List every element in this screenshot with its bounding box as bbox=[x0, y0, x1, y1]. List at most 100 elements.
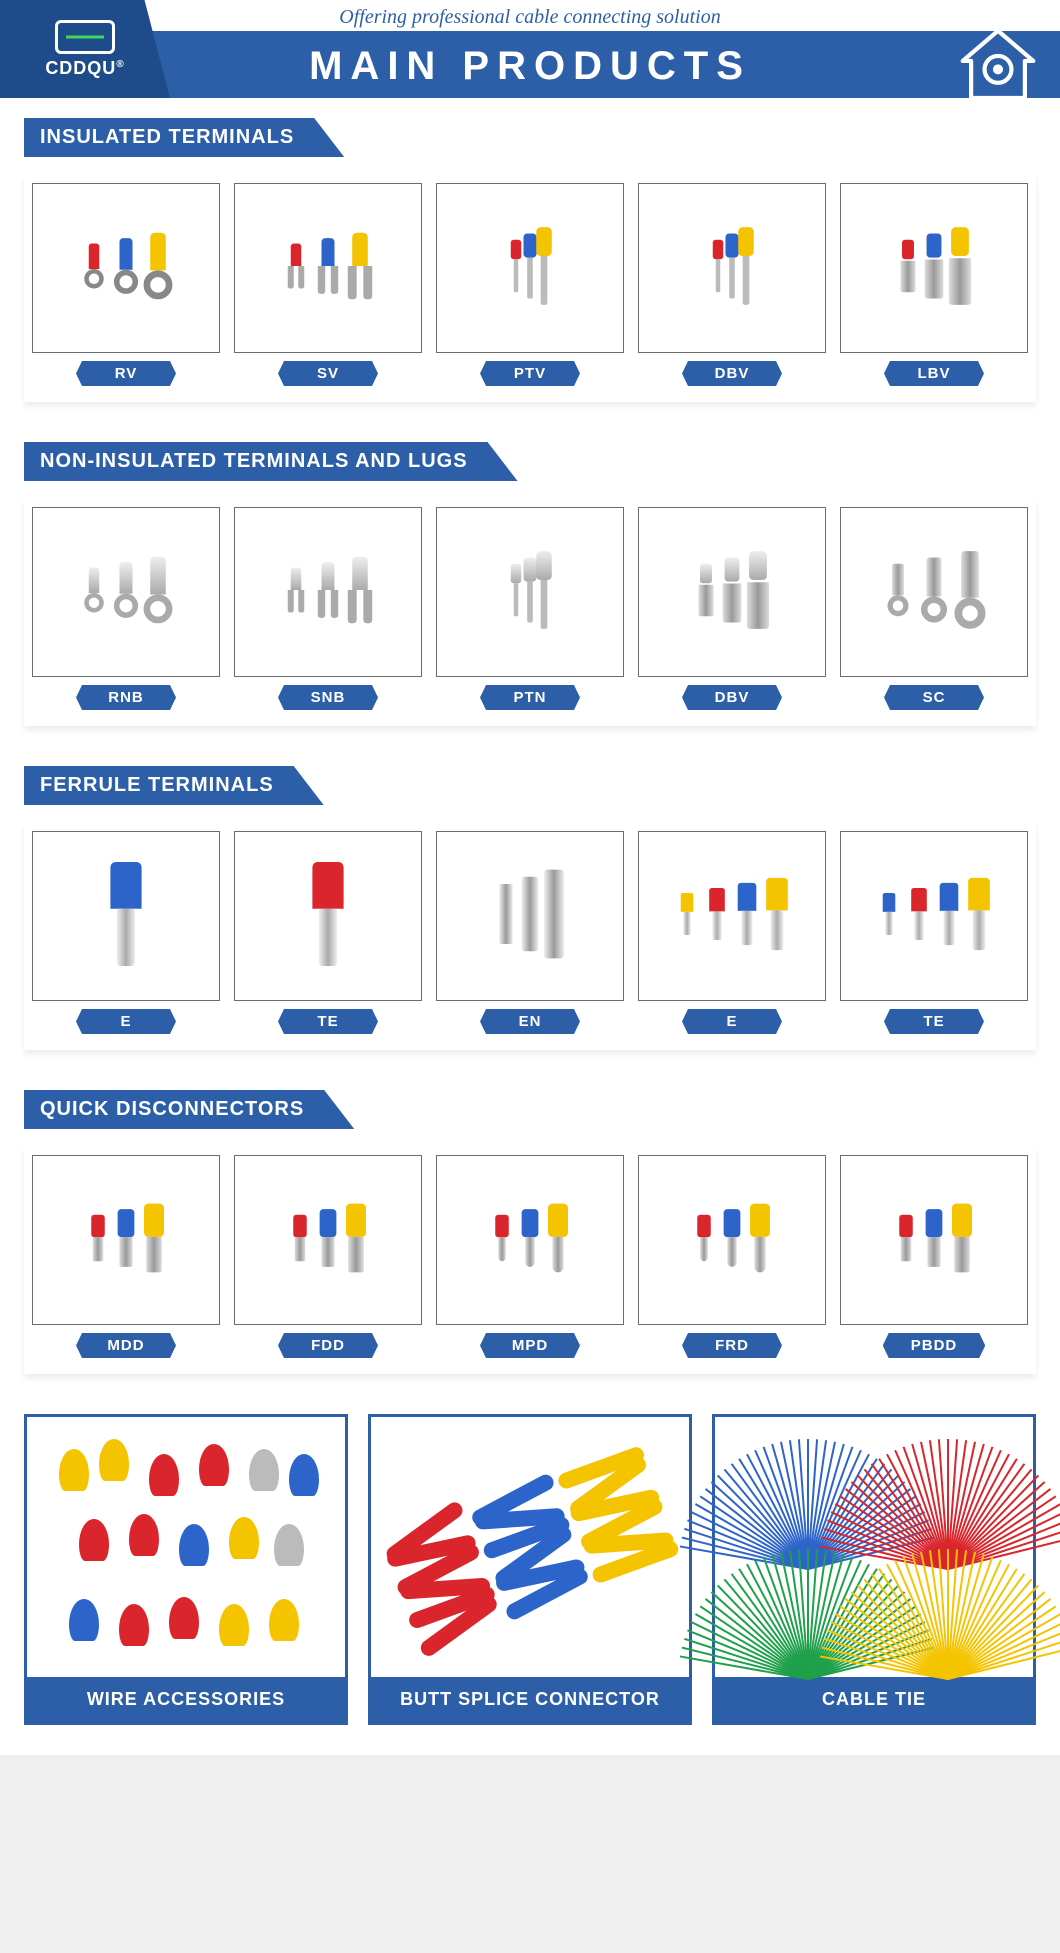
product-shape-icon bbox=[907, 874, 931, 959]
product-label: SC bbox=[840, 685, 1028, 710]
product-code: LBV bbox=[884, 361, 984, 386]
product-card[interactable]: EN bbox=[436, 831, 624, 1034]
product-image bbox=[436, 507, 624, 677]
product-label: DBV bbox=[638, 685, 826, 710]
product-label: SV bbox=[234, 361, 422, 386]
product-card[interactable]: SNB bbox=[234, 507, 422, 710]
bottom-category-title: BUTT SPLICE CONNECTOR bbox=[371, 1677, 689, 1722]
bottom-categories: WIRE ACCESSORIES BUTT SPLICE CONNECTOR CAB… bbox=[24, 1414, 1036, 1725]
bottom-category-image bbox=[371, 1417, 689, 1677]
product-image bbox=[840, 831, 1028, 1001]
product-image bbox=[436, 831, 624, 1001]
product-shape-icon bbox=[748, 555, 768, 630]
header-tagline: Offering professional cable connecting s… bbox=[0, 0, 1060, 34]
page: Offering professional cable connecting s… bbox=[0, 0, 1060, 1755]
product-section: NON-INSULATED TERMINALS AND LUGS RNB SNB PT… bbox=[24, 442, 1036, 726]
product-shape-icon bbox=[937, 874, 961, 959]
product-code: PTN bbox=[480, 685, 580, 710]
product-label: FRD bbox=[638, 1333, 826, 1358]
product-shape-icon bbox=[923, 1207, 945, 1274]
product-code: PBDD bbox=[883, 1333, 986, 1358]
product-card[interactable]: SV bbox=[234, 183, 422, 386]
product-shape-icon bbox=[722, 555, 742, 630]
product-image bbox=[638, 507, 826, 677]
product-label: E bbox=[638, 1009, 826, 1034]
product-card[interactable]: SC bbox=[840, 507, 1028, 710]
product-label: TE bbox=[234, 1009, 422, 1034]
product-shape-icon bbox=[895, 1207, 917, 1274]
product-label: MPD bbox=[436, 1333, 624, 1358]
product-image bbox=[234, 831, 422, 1001]
product-card[interactable]: FRD bbox=[638, 1155, 826, 1358]
bottom-category-card[interactable]: BUTT SPLICE CONNECTOR bbox=[368, 1414, 692, 1725]
product-shape-icon bbox=[749, 1207, 771, 1274]
product-card[interactable]: MDD bbox=[32, 1155, 220, 1358]
product-image bbox=[234, 183, 422, 353]
product-shape-icon bbox=[705, 874, 729, 959]
product-shape-icon bbox=[289, 1207, 311, 1274]
section-title: NON-INSULATED TERMINALS AND LUGS bbox=[24, 442, 518, 481]
product-shape-icon bbox=[345, 1207, 367, 1274]
product-grid: MDD FDD MPD FRD PBDD bbox=[24, 1147, 1036, 1374]
product-code: E bbox=[76, 1009, 176, 1034]
product-shape-icon bbox=[315, 236, 341, 301]
bottom-category-image bbox=[715, 1417, 1033, 1677]
product-code: RNB bbox=[76, 685, 176, 710]
product-image bbox=[32, 507, 220, 677]
product-shape-icon bbox=[924, 231, 944, 306]
product-card[interactable]: DBV bbox=[638, 183, 826, 386]
product-code: RV bbox=[76, 361, 176, 386]
bottom-category-card[interactable]: CABLE TIE bbox=[712, 1414, 1036, 1725]
product-card[interactable]: RV bbox=[32, 183, 220, 386]
product-shape-icon bbox=[283, 236, 309, 301]
product-code: MDD bbox=[76, 1333, 176, 1358]
section-title: FERRULE TERMINALS bbox=[24, 766, 324, 805]
product-image bbox=[436, 1155, 624, 1325]
product-shape-icon bbox=[114, 874, 138, 959]
product-image bbox=[840, 183, 1028, 353]
product-shape-icon bbox=[347, 236, 373, 301]
brand-name: CDDQU® bbox=[45, 58, 124, 79]
product-shape-icon bbox=[347, 560, 373, 625]
product-card[interactable]: FDD bbox=[234, 1155, 422, 1358]
product-card[interactable]: MPD bbox=[436, 1155, 624, 1358]
logo-icon bbox=[55, 20, 115, 54]
product-card[interactable]: TE bbox=[840, 831, 1028, 1034]
product-card[interactable]: E bbox=[638, 831, 826, 1034]
product-card[interactable]: TE bbox=[234, 831, 422, 1034]
product-label: PTV bbox=[436, 361, 624, 386]
product-shape-icon bbox=[526, 555, 534, 630]
product-section: FERRULE TERMINALS E TE EN E TE bbox=[24, 766, 1036, 1050]
product-shape-icon bbox=[721, 1207, 743, 1274]
page-title: MAIN PRODUCTS bbox=[309, 44, 751, 89]
product-label: PTN bbox=[436, 685, 624, 710]
product-label: LBV bbox=[840, 361, 1028, 386]
section-title: QUICK DISCONNECTORS bbox=[24, 1090, 354, 1129]
product-card[interactable]: DBV bbox=[638, 507, 826, 710]
product-shape-icon bbox=[675, 874, 699, 959]
product-shape-icon bbox=[742, 231, 750, 306]
product-image bbox=[840, 1155, 1028, 1325]
product-shape-icon bbox=[317, 1207, 339, 1274]
bottom-category-title: WIRE ACCESSORIES bbox=[27, 1677, 345, 1722]
product-card[interactable]: PTN bbox=[436, 507, 624, 710]
product-image bbox=[32, 831, 220, 1001]
product-shape-icon bbox=[283, 560, 309, 625]
product-shape-icon bbox=[728, 231, 736, 306]
product-card[interactable]: E bbox=[32, 831, 220, 1034]
bottom-category-card[interactable]: WIRE ACCESSORIES bbox=[24, 1414, 348, 1725]
product-shape-icon bbox=[540, 231, 548, 306]
product-shape-icon bbox=[143, 1207, 165, 1274]
product-card[interactable]: RNB bbox=[32, 507, 220, 710]
product-card[interactable]: PTV bbox=[436, 183, 624, 386]
product-code: SV bbox=[278, 361, 378, 386]
product-shape-icon bbox=[491, 1207, 513, 1274]
product-grid: RV SV PTV DBV LBV bbox=[24, 175, 1036, 402]
product-image bbox=[638, 831, 826, 1001]
product-card[interactable]: PBDD bbox=[840, 1155, 1028, 1358]
product-shape-icon bbox=[951, 1207, 973, 1274]
product-image bbox=[234, 1155, 422, 1325]
product-shape-icon bbox=[512, 555, 520, 630]
product-card[interactable]: LBV bbox=[840, 183, 1028, 386]
product-grid: RNB SNB PTN DBV SC bbox=[24, 499, 1036, 726]
